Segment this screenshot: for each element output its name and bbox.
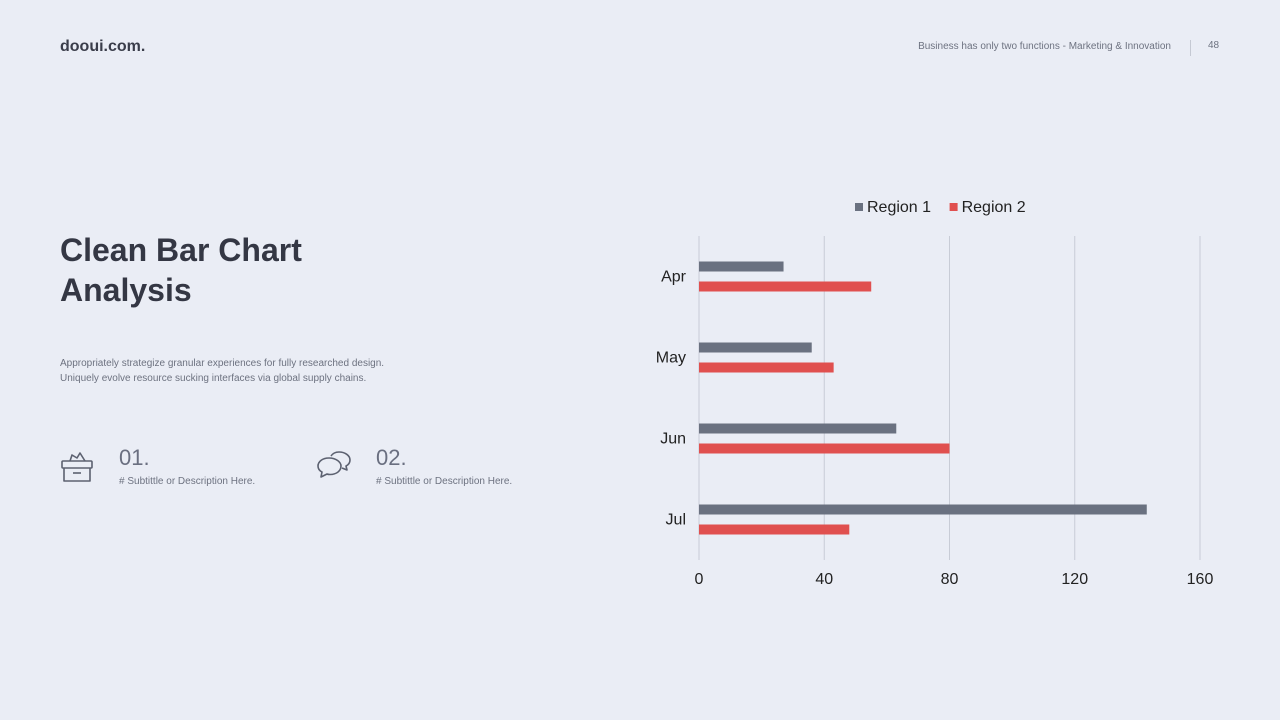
legend-label: Region 1 [867,199,931,216]
x-tick-label: 0 [695,571,704,588]
x-tick-label: 40 [815,571,833,588]
legend-swatch [855,203,863,211]
x-tick-label: 80 [941,571,959,588]
brand-logo: dooui.com. [60,38,146,55]
chat-bubbles-icon [317,451,351,478]
bar-region-1-apr [699,261,784,272]
bar-region-2-apr [699,281,872,292]
description-line: Appropriately strategize granular experi… [60,358,385,369]
page-title: Clean Bar Chart Analysis [60,232,302,308]
y-tick-label: Jul [666,512,686,529]
x-tick-label: 120 [1061,571,1088,588]
bar-region-1-jun [699,423,897,434]
x-tick-label: 160 [1187,571,1214,588]
archive-box-icon [61,452,93,482]
bar-region-2-jun [699,443,950,454]
bar-region-1-may [699,342,812,353]
y-tick-label: May [656,350,686,367]
feature-number: 02. [376,445,407,470]
feature-number: 01. [119,445,150,470]
y-tick-label: Jun [660,431,686,448]
bar-region-2-may [699,362,834,373]
description-line: Uniquely evolve resource sucking interfa… [60,373,367,384]
legend-swatch [949,203,958,211]
legend-label: Region 2 [962,199,1026,216]
header-tagline: Business has only two functions - Market… [918,41,1171,52]
header-divider [1190,40,1191,56]
feature-subtitle: # Subtittle or Description Here. [119,476,256,487]
feature-subtitle: # Subtittle or Description Here. [376,476,513,487]
description: Appropriately strategize granular experi… [60,356,480,386]
bar-region-1-jul [699,504,1147,515]
bar-region-2-jul [699,524,850,535]
y-tick-label: Apr [661,269,687,286]
page-number: 48 [1208,40,1220,51]
